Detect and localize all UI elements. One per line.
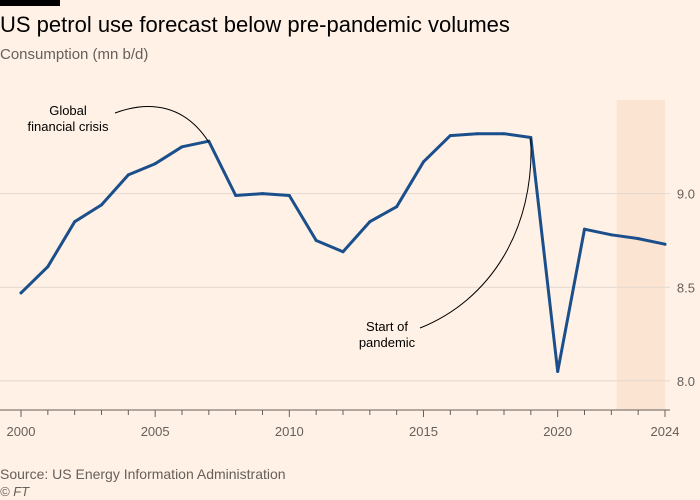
data-point: [126, 173, 130, 177]
data-point: [475, 132, 479, 136]
y-tick-label: 9.0: [677, 187, 695, 202]
source-note: Source: US Energy Information Administra…: [0, 466, 286, 482]
annotation-gfc-label: Global: [49, 103, 87, 118]
data-point: [609, 233, 613, 237]
x-tick-label: 2010: [275, 424, 304, 439]
data-point: [287, 194, 291, 198]
data-point: [261, 192, 264, 196]
data-point: [395, 205, 399, 209]
data-point: [234, 194, 238, 198]
annotation-pandemic-label: Start of: [366, 319, 408, 334]
data-point: [663, 242, 667, 246]
y-tick-label: 8.0: [677, 374, 695, 389]
data-point: [448, 134, 452, 138]
series-layer: [19, 132, 667, 374]
annotation-gfc-leader: [114, 106, 210, 143]
x-tick-label: 2005: [141, 424, 170, 439]
annotation-gfc-label: financial crisis: [28, 119, 109, 134]
brand-bar: [0, 0, 60, 6]
chart-title: US petrol use forecast below pre-pandemi…: [0, 12, 510, 37]
data-point: [46, 265, 50, 269]
data-point: [180, 145, 184, 149]
data-point: [314, 238, 318, 242]
data-point: [100, 203, 103, 207]
data-point: [19, 291, 23, 295]
data-point: [341, 250, 345, 254]
x-tick-label: 2024: [651, 424, 680, 439]
x-tick-label: 2000: [7, 424, 36, 439]
x-axis: 2000 2005 2010 2015 2020 2024: [0, 409, 680, 439]
data-point: [73, 220, 77, 224]
x-tick-label: 2020: [543, 424, 572, 439]
data-point: [556, 370, 560, 374]
data-point: [153, 162, 157, 166]
data-point: [502, 132, 506, 136]
y-tick-label: 8.5: [677, 280, 695, 295]
copyright-note: © FT: [0, 484, 30, 499]
annotation-pandemic-label: pandemic: [359, 335, 416, 350]
line-chart: 2000 2005 2010 2015 2020 2024 8.0 8.5 9.0 Globa…: [0, 100, 695, 439]
forecast-band: [616, 100, 665, 410]
x-tick-label: 2015: [409, 424, 438, 439]
data-point: [529, 135, 533, 139]
data-point: [583, 227, 586, 231]
chart-subtitle: Consumption (mn b/d): [0, 46, 149, 63]
gridlines: [0, 193, 670, 382]
data-point: [422, 160, 425, 164]
y-axis-labels: 8.0 8.5 9.0: [677, 187, 695, 389]
forecast-band-layer: [616, 100, 665, 410]
data-point: [368, 220, 372, 224]
data-point: [636, 237, 640, 241]
annotation-pandemic-leader: [419, 138, 532, 329]
